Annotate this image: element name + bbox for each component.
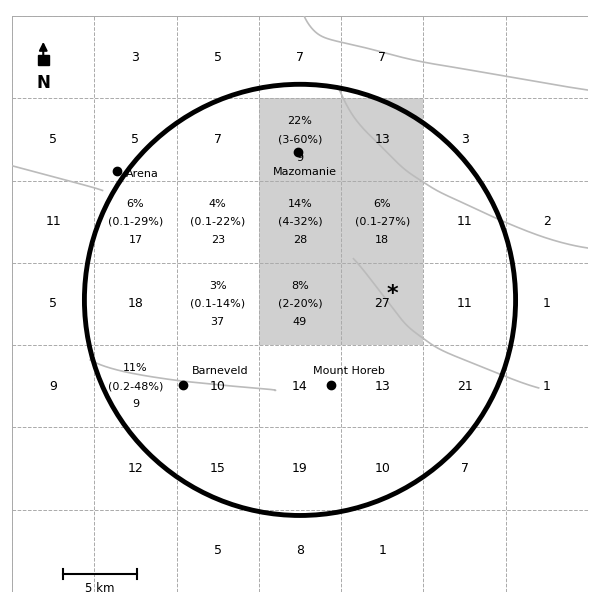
Text: (0.1-29%): (0.1-29%) <box>108 216 163 227</box>
Text: (0.1-22%): (0.1-22%) <box>190 216 245 227</box>
Text: *: * <box>386 284 398 304</box>
Text: 11: 11 <box>457 297 472 311</box>
Text: 4%: 4% <box>209 199 227 209</box>
Text: 1: 1 <box>543 297 551 311</box>
Text: 15: 15 <box>210 462 226 475</box>
Text: 37: 37 <box>211 317 225 327</box>
Bar <box>341 263 424 345</box>
Text: (0.1-27%): (0.1-27%) <box>355 216 410 227</box>
Text: 8: 8 <box>296 544 304 558</box>
Text: 12: 12 <box>128 462 143 475</box>
Text: Mount Horeb: Mount Horeb <box>313 367 385 376</box>
Text: 7: 7 <box>378 50 386 64</box>
Text: Arena: Arena <box>125 169 158 179</box>
Text: 28: 28 <box>293 235 307 245</box>
Text: 49: 49 <box>293 317 307 327</box>
Text: 5: 5 <box>49 297 57 311</box>
Text: 18: 18 <box>127 297 143 311</box>
Text: 18: 18 <box>375 235 389 245</box>
Text: 1: 1 <box>543 380 551 393</box>
Text: 9: 9 <box>49 380 57 393</box>
Text: 23: 23 <box>211 235 225 245</box>
Text: 5: 5 <box>131 133 139 146</box>
Text: 13: 13 <box>374 133 390 146</box>
Bar <box>341 181 424 263</box>
Text: 3: 3 <box>131 50 139 64</box>
Text: 1: 1 <box>379 544 386 558</box>
Bar <box>259 181 341 263</box>
Text: 9: 9 <box>132 399 139 409</box>
Text: 7: 7 <box>214 133 222 146</box>
Text: 5: 5 <box>214 544 222 558</box>
Text: 5: 5 <box>214 50 222 64</box>
Text: 5: 5 <box>49 133 57 146</box>
Text: 14: 14 <box>292 380 308 393</box>
Text: 19: 19 <box>292 462 308 475</box>
Bar <box>341 98 424 181</box>
Text: N: N <box>37 74 50 92</box>
Text: 6%: 6% <box>127 199 144 209</box>
Text: 11: 11 <box>45 215 61 228</box>
Text: 5 km: 5 km <box>85 582 115 595</box>
Text: 11: 11 <box>457 215 472 228</box>
Text: 7: 7 <box>296 50 304 64</box>
Text: 21: 21 <box>457 380 472 393</box>
Text: 17: 17 <box>128 235 142 245</box>
Text: 9: 9 <box>296 153 304 162</box>
Bar <box>259 263 341 345</box>
Text: (2-20%): (2-20%) <box>278 299 322 309</box>
Text: 2: 2 <box>543 215 551 228</box>
Text: 10: 10 <box>374 462 390 475</box>
Text: 14%: 14% <box>287 199 313 209</box>
Bar <box>38 55 49 66</box>
Text: 22%: 22% <box>287 116 313 126</box>
Text: 3%: 3% <box>209 281 227 291</box>
Text: Barneveld: Barneveld <box>191 367 248 376</box>
Text: (4-32%): (4-32%) <box>278 216 322 227</box>
Bar <box>259 98 341 181</box>
Text: 6%: 6% <box>373 199 391 209</box>
Text: 7: 7 <box>461 462 469 475</box>
Text: 8%: 8% <box>291 281 309 291</box>
Text: (0.1-14%): (0.1-14%) <box>190 299 245 309</box>
Text: (3-60%): (3-60%) <box>278 134 322 145</box>
Text: 3: 3 <box>461 133 469 146</box>
Text: 10: 10 <box>210 380 226 393</box>
Text: Mazomanie: Mazomanie <box>273 167 337 176</box>
Text: 11%: 11% <box>123 363 148 373</box>
Text: 13: 13 <box>374 380 390 393</box>
Text: (0.2-48%): (0.2-48%) <box>108 381 163 392</box>
Text: 27: 27 <box>374 297 390 311</box>
